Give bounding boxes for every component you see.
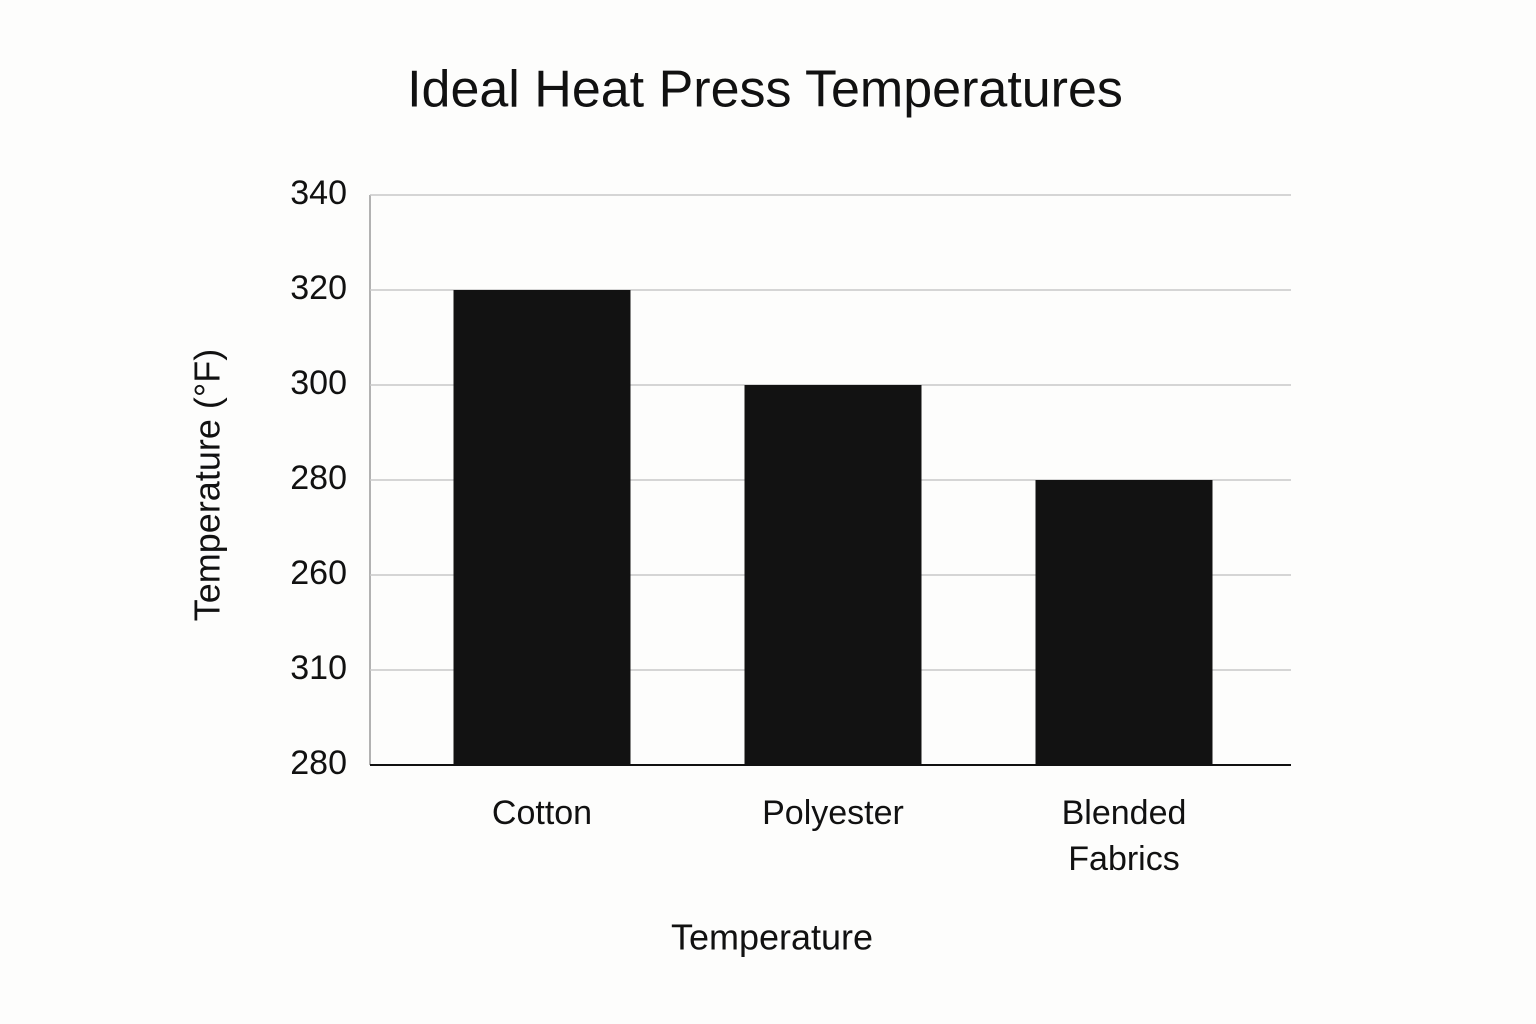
x-tick-label: Cotton: [491, 794, 593, 832]
y-tick-label: 310: [290, 649, 347, 687]
x-tick-label: Blended Fabrics: [1061, 794, 1187, 878]
bar: [1035, 480, 1213, 765]
y-tick-label: 300: [290, 364, 347, 402]
x-tick-label: Polyester: [762, 794, 904, 832]
y-tick-label: 340: [290, 174, 347, 212]
y-tick-label: 320: [290, 269, 347, 307]
y-tick-label: 280: [290, 744, 347, 782]
y-tick-label: 280: [290, 459, 347, 497]
chart-title: Ideal Heat Press Temperatures: [407, 61, 1123, 119]
bar: [453, 290, 631, 765]
y-axis-label: Temperature (°F): [187, 349, 228, 621]
bar: [744, 385, 922, 765]
y-tick-label: 260: [290, 554, 347, 592]
x-axis-label: Temperature: [671, 917, 873, 958]
